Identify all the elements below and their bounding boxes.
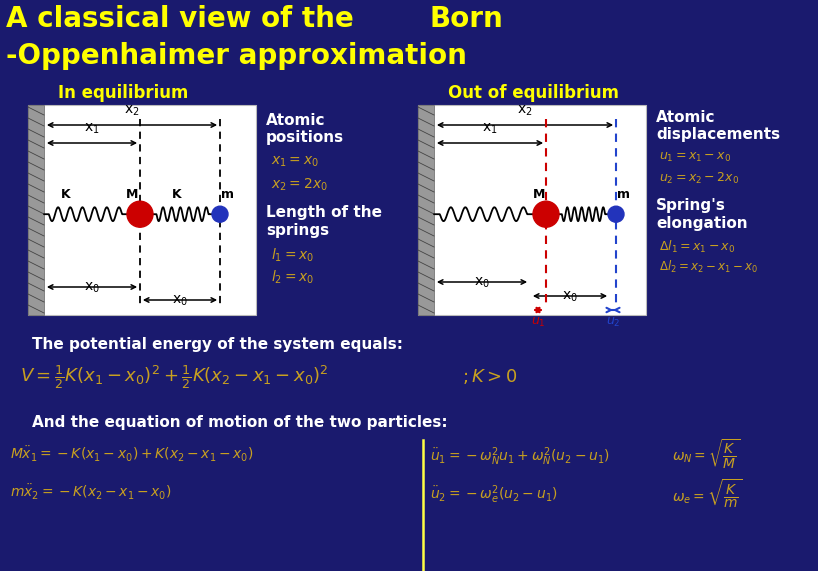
Text: $x_1 = x_0$: $x_1 = x_0$ bbox=[271, 155, 319, 170]
Text: Born: Born bbox=[430, 5, 504, 33]
Text: displacements: displacements bbox=[656, 127, 780, 142]
Text: Atomic: Atomic bbox=[656, 110, 716, 125]
Text: M: M bbox=[126, 188, 138, 201]
Bar bbox=[418, 105, 646, 315]
Text: $\omega_e = \sqrt{\dfrac{K}{m}}$: $\omega_e = \sqrt{\dfrac{K}{m}}$ bbox=[672, 477, 742, 509]
Text: $M\ddot{x}_1 = -K\left(x_1 - x_0\right) + K\left(x_2 - x_1 - x_0\right)$: $M\ddot{x}_1 = -K\left(x_1 - x_0\right) … bbox=[10, 445, 254, 464]
Text: $\sf{x_0}$: $\sf{x_0}$ bbox=[474, 276, 490, 290]
Text: $\sf{x_2}$: $\sf{x_2}$ bbox=[124, 103, 140, 118]
Text: Spring's: Spring's bbox=[656, 198, 726, 213]
Text: The potential energy of the system equals:: The potential energy of the system equal… bbox=[32, 337, 403, 352]
Text: $l_1 = x_0$: $l_1 = x_0$ bbox=[271, 247, 314, 264]
Text: $l_2 = x_0$: $l_2 = x_0$ bbox=[271, 269, 314, 287]
Text: $\sf{x_1}$: $\sf{x_1}$ bbox=[84, 122, 100, 136]
Text: m: m bbox=[221, 188, 233, 201]
Text: And the equation of motion of the two particles:: And the equation of motion of the two pa… bbox=[32, 415, 447, 430]
Text: $u_2 = x_2 - 2x_0$: $u_2 = x_2 - 2x_0$ bbox=[659, 171, 739, 186]
Text: $\ddot{u}_2 = -\omega_e^2\left(u_2 - u_1\right)$: $\ddot{u}_2 = -\omega_e^2\left(u_2 - u_1… bbox=[430, 483, 558, 505]
Text: $u_2$: $u_2$ bbox=[606, 316, 620, 329]
Text: $\sf{x_0}$: $\sf{x_0}$ bbox=[172, 293, 188, 308]
Text: $\sf{x_0}$: $\sf{x_0}$ bbox=[562, 289, 578, 304]
Text: $m\ddot{x}_2 = -K\left(x_2 - x_1 - x_0\right)$: $m\ddot{x}_2 = -K\left(x_2 - x_1 - x_0\r… bbox=[10, 483, 172, 502]
Bar bbox=[28, 105, 256, 315]
Text: $V = \frac{1}{2}K\left(x_1 - x_0\right)^2 + \frac{1}{2}K\left(x_2 - x_1 - x_0\ri: $V = \frac{1}{2}K\left(x_1 - x_0\right)^… bbox=[20, 363, 329, 391]
Text: springs: springs bbox=[266, 223, 329, 238]
Text: elongation: elongation bbox=[656, 216, 748, 231]
Text: $\sf{x_2}$: $\sf{x_2}$ bbox=[517, 103, 533, 118]
Text: M: M bbox=[533, 188, 545, 201]
Text: A classical view of the: A classical view of the bbox=[6, 5, 353, 33]
Bar bbox=[28, 105, 44, 315]
Text: Length of the: Length of the bbox=[266, 205, 382, 220]
Bar bbox=[418, 105, 434, 315]
Circle shape bbox=[608, 206, 624, 222]
Text: $\ddot{u}_1 = -\omega_N^2 u_1 + \omega_N^2\left(u_2 - u_1\right)$: $\ddot{u}_1 = -\omega_N^2 u_1 + \omega_N… bbox=[430, 445, 610, 468]
Text: $\Delta l_1 = x_1 - x_0$: $\Delta l_1 = x_1 - x_0$ bbox=[659, 239, 735, 255]
Circle shape bbox=[533, 201, 559, 227]
Text: $\sf{x_0}$: $\sf{x_0}$ bbox=[84, 280, 100, 295]
Text: K: K bbox=[61, 188, 71, 201]
Text: $\omega_N = \sqrt{\dfrac{K}{M}}$: $\omega_N = \sqrt{\dfrac{K}{M}}$ bbox=[672, 437, 740, 471]
Text: $\Delta l_2 = x_2 - x_1 - x_0$: $\Delta l_2 = x_2 - x_1 - x_0$ bbox=[659, 259, 757, 275]
Text: $u_1 = x_1 - x_0$: $u_1 = x_1 - x_0$ bbox=[659, 151, 731, 164]
Text: $\sf{x_1}$: $\sf{x_1}$ bbox=[482, 122, 498, 136]
Text: Out of equilibrium: Out of equilibrium bbox=[448, 84, 619, 102]
Text: In equilibrium: In equilibrium bbox=[58, 84, 188, 102]
Text: m: m bbox=[617, 188, 630, 201]
Text: K: K bbox=[172, 188, 182, 201]
Text: $u_1$: $u_1$ bbox=[531, 316, 546, 329]
Text: Atomic: Atomic bbox=[266, 113, 326, 128]
Text: $x_2 = 2x_0$: $x_2 = 2x_0$ bbox=[271, 177, 328, 194]
Text: -Oppenhaimer approximation: -Oppenhaimer approximation bbox=[6, 42, 467, 70]
Text: positions: positions bbox=[266, 130, 344, 145]
Text: $; K > 0$: $; K > 0$ bbox=[462, 367, 518, 386]
Circle shape bbox=[127, 201, 153, 227]
Circle shape bbox=[212, 206, 228, 222]
